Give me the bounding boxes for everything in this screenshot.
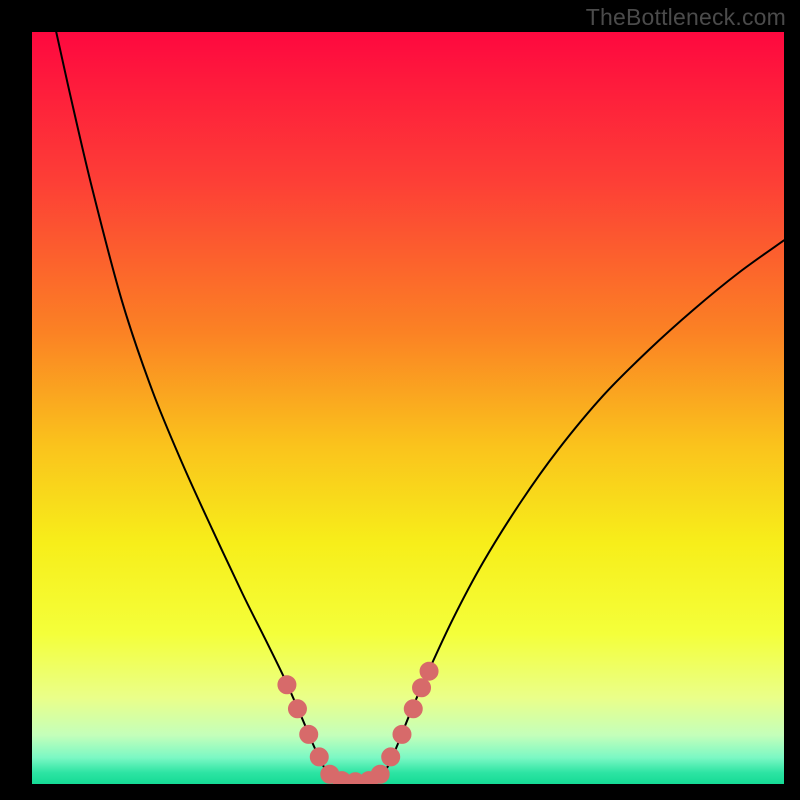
bottleneck-curve-chart (32, 32, 784, 784)
watermark-text: TheBottleneck.com (586, 4, 786, 31)
highlight-marker (371, 765, 389, 783)
highlight-marker (420, 662, 438, 680)
gradient-background (32, 32, 784, 784)
highlight-marker (300, 725, 318, 743)
highlight-marker (310, 748, 328, 766)
highlight-marker (382, 748, 400, 766)
highlight-marker (404, 700, 422, 718)
highlight-marker (278, 676, 296, 694)
plot-area (32, 32, 784, 784)
highlight-marker (413, 679, 431, 697)
chart-stage: TheBottleneck.com (0, 0, 800, 800)
highlight-marker (393, 725, 411, 743)
highlight-marker (288, 700, 306, 718)
